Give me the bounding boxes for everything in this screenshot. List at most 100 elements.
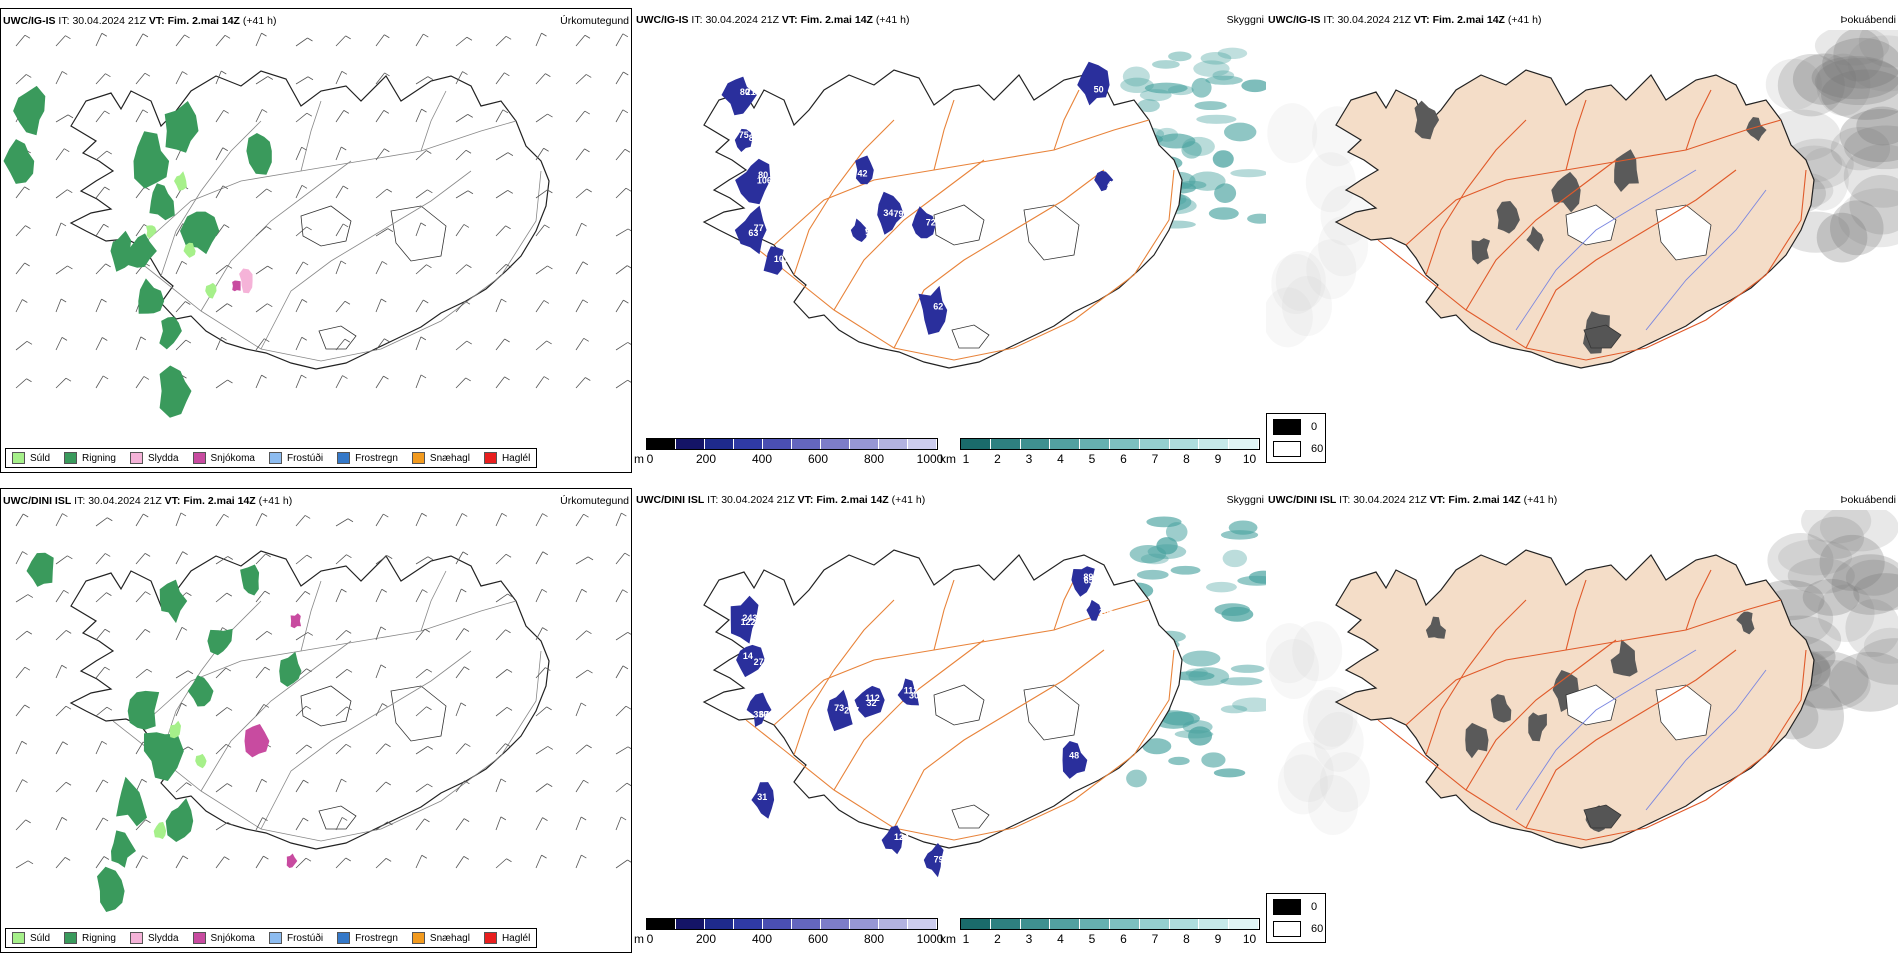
wind-barb <box>135 668 148 679</box>
wind-barb-flag <box>266 226 272 230</box>
wind-barb <box>455 264 467 275</box>
cloud-visibility-panel: UWC/IG-IS IT: 30.04.2024 21Z VT: Fim. 2.… <box>634 8 1266 473</box>
wind-barb-flag <box>386 555 393 559</box>
wind-barb-flag <box>426 668 433 673</box>
cloud-base-label: 48 <box>865 224 875 234</box>
lead-time: (+41 h) <box>1507 14 1542 26</box>
cloud-base-label: 73 <box>834 703 844 713</box>
wind-barb <box>295 374 302 389</box>
colorbar-segment <box>850 919 879 929</box>
wind-barb-flag <box>583 337 589 342</box>
wind-barb-flag <box>423 299 429 304</box>
fog-haze-cell <box>1313 711 1364 772</box>
wind-barb-flag <box>466 340 472 345</box>
wind-barb <box>215 856 225 869</box>
wind-barb <box>615 816 622 831</box>
wind-barb <box>495 816 502 831</box>
glacier-outline <box>933 204 985 246</box>
colorbar-segment <box>1139 919 1170 929</box>
wind-barb <box>535 627 543 641</box>
glacier-outline <box>300 685 352 727</box>
wind-barb-flag <box>346 668 353 673</box>
valid-time-label: VT: <box>164 495 184 507</box>
colorbar-tick: 200 <box>695 932 717 946</box>
wind-barb <box>255 265 268 275</box>
sea-visibility-cell <box>1182 650 1221 667</box>
fog-haze-cell <box>1308 775 1359 836</box>
wind-barb <box>175 702 182 717</box>
wind-barb <box>255 704 265 717</box>
sea-visibility-cell <box>1165 522 1188 542</box>
wind-barb <box>495 743 506 755</box>
wind-barb <box>535 265 548 275</box>
fog-haze-cell <box>1845 599 1898 658</box>
wind-barb-flag <box>461 588 467 593</box>
wind-barb-flag <box>264 590 271 595</box>
wind-barb <box>295 744 307 755</box>
model-name: UWC/DINI ISL <box>1268 494 1337 506</box>
low-cloud-area <box>734 205 767 255</box>
colorbar-segment <box>647 919 676 929</box>
sea-visibility-cell <box>1248 570 1266 584</box>
wind-barb <box>15 513 24 527</box>
wind-barb <box>615 299 624 313</box>
wind-barb-flag <box>624 148 631 153</box>
wind-barb <box>15 630 28 641</box>
wind-barb <box>175 782 187 793</box>
drizzle-area <box>153 821 167 840</box>
wind-barb-flag <box>627 859 631 863</box>
wind-barb-flag <box>384 72 390 77</box>
fog-legend-row: 0 <box>1273 419 1317 435</box>
wind-barb <box>215 783 228 793</box>
colorbar-tick: 8 <box>1183 452 1190 466</box>
road <box>773 599 1150 726</box>
sea-visibility-cell <box>1247 213 1266 224</box>
wind-barb <box>615 342 628 351</box>
wind-barb-flag <box>547 783 553 787</box>
fog-haze-cell <box>1792 53 1857 105</box>
wind-barb <box>95 666 106 679</box>
wind-barb-flag <box>307 76 314 81</box>
wind-barb-flag <box>506 669 513 673</box>
colorbar-strip <box>646 438 938 450</box>
wind-barb-flag <box>186 782 192 786</box>
wind-barb <box>295 76 309 85</box>
wind-barb-flag <box>622 33 629 38</box>
wind-barb <box>575 377 586 389</box>
colorbar-tick: 10 <box>1242 452 1257 466</box>
fog-haze-cell <box>1838 188 1898 248</box>
wind-barb <box>175 670 189 679</box>
wind-barb-flag <box>102 779 109 784</box>
colorbar-segment <box>1229 919 1259 929</box>
wind-barb <box>95 33 103 47</box>
cloud-base-label: 107 <box>774 254 789 264</box>
rain-area <box>110 230 132 272</box>
colorbar-segment <box>734 919 763 929</box>
wind-barb <box>375 664 382 679</box>
wind-barb <box>295 185 303 199</box>
wind-barb-flag <box>465 743 471 747</box>
wind-barb-flag <box>580 702 587 707</box>
wind-barb-flag <box>500 816 507 821</box>
fog-patch <box>1425 616 1446 639</box>
colorbar-tick: 400 <box>751 452 773 466</box>
wind-barb-flag <box>346 706 352 711</box>
wind-barb <box>455 114 468 123</box>
colorbar-tick: 7 <box>1151 452 1159 466</box>
road <box>1685 89 1712 151</box>
wind-barb-flag <box>105 73 111 78</box>
wind-barb <box>375 110 385 123</box>
panel-title: Skyggni <box>1226 494 1264 506</box>
wind-barb <box>135 855 144 869</box>
wind-barb-flag <box>627 746 631 750</box>
wind-barb <box>335 706 347 717</box>
colorbar-segment <box>1020 919 1051 929</box>
colorbar-tick: 200 <box>695 452 717 466</box>
colorbar-tick: 4 <box>1057 932 1064 946</box>
wind-barb <box>95 186 105 199</box>
wind-barb <box>55 741 64 755</box>
legend-swatch <box>192 932 206 944</box>
valid-time: Fim. 2.mai 14Z <box>1448 494 1524 506</box>
wind-barb-flag <box>460 702 467 707</box>
wind-barb <box>135 819 146 831</box>
